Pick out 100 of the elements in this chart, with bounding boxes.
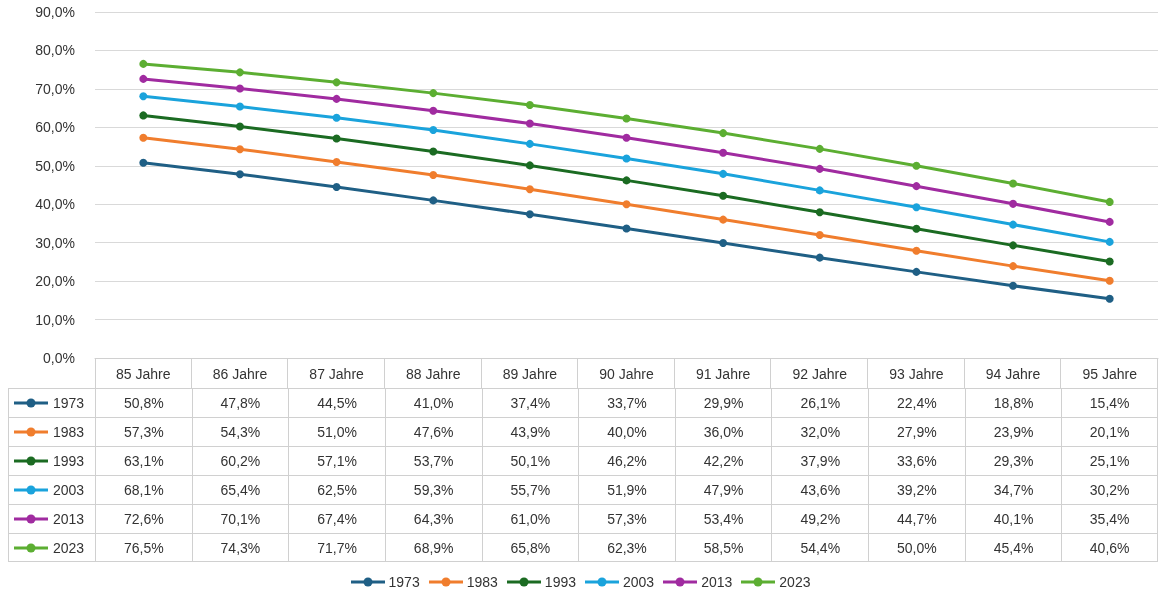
y-tick-label: 0,0% — [43, 350, 75, 366]
data-label: 72,6% — [95, 504, 192, 533]
data-label: 25,1% — [1061, 446, 1158, 475]
point — [1105, 217, 1114, 226]
point — [139, 92, 148, 101]
data-label: 39,2% — [868, 475, 965, 504]
data-label: 18,8% — [964, 388, 1062, 417]
point — [719, 215, 728, 224]
point — [719, 129, 728, 138]
point — [815, 253, 824, 262]
legend-label: 2013 — [53, 511, 85, 527]
point — [1009, 199, 1018, 208]
point — [525, 185, 534, 194]
data-label: 64,3% — [384, 504, 482, 533]
point — [622, 154, 631, 163]
point — [719, 191, 728, 200]
point — [235, 170, 244, 179]
point — [235, 145, 244, 154]
point — [815, 186, 824, 195]
y-tick-label: 40,0% — [35, 196, 75, 213]
data-label: 62,5% — [288, 475, 385, 504]
data-label: 68,9% — [384, 533, 482, 562]
data-label: 26,1% — [771, 388, 869, 417]
data-label: 57,1% — [288, 446, 385, 475]
data-label: 35,4% — [1061, 504, 1158, 533]
data-label: 65,4% — [191, 475, 289, 504]
point — [429, 126, 438, 135]
data-label: 44,5% — [288, 388, 385, 417]
point — [139, 111, 148, 120]
point — [429, 106, 438, 115]
data-label: 23,9% — [964, 417, 1062, 446]
data-label: 65,8% — [481, 533, 579, 562]
point — [719, 169, 728, 178]
data-label: 50,0% — [868, 533, 965, 562]
data-label: 51,9% — [578, 475, 675, 504]
x-tick-label: 94 Jahre — [985, 366, 1041, 382]
text: 1973 — [388, 574, 420, 590]
point — [912, 246, 921, 255]
data-label: 22,4% — [868, 388, 965, 417]
data-label: 68,1% — [95, 475, 192, 504]
x-tick-label: 90 Jahre — [599, 366, 654, 382]
legend-label: 1973 — [53, 395, 85, 411]
y-tick-label: 50,0% — [35, 157, 75, 174]
point — [622, 224, 631, 233]
data-label: 20,1% — [1061, 417, 1158, 446]
point — [332, 78, 341, 87]
point — [139, 133, 148, 142]
point — [719, 239, 728, 248]
x-tick-label: 92 Jahre — [792, 366, 848, 382]
data-label: 33,6% — [868, 446, 965, 475]
data-label: 49,2% — [771, 504, 869, 533]
data-label: 32,0% — [771, 417, 869, 446]
point — [525, 139, 534, 148]
data-label: 58,5% — [674, 533, 772, 562]
point — [912, 267, 921, 276]
y-tick-label: 60,0% — [35, 119, 75, 136]
point — [622, 176, 631, 185]
data-label: 54,4% — [771, 533, 869, 562]
data-label: 43,9% — [481, 417, 579, 446]
point — [1009, 262, 1018, 271]
legend-label: 2023 — [53, 539, 85, 556]
data-label: 51,0% — [288, 417, 385, 446]
data-label: 40,0% — [578, 417, 675, 446]
data-label: 15,4% — [1061, 388, 1158, 417]
x-tick-label: 91 Jahre — [695, 366, 751, 382]
x-tick-label: 86 Jahre — [212, 366, 268, 382]
data-label: 67,4% — [288, 504, 385, 533]
data-label: 63,1% — [95, 446, 192, 475]
point — [429, 89, 438, 98]
point — [815, 208, 824, 217]
point — [1105, 237, 1114, 246]
point — [912, 203, 921, 212]
data-label: 47,8% — [191, 388, 289, 417]
point — [1105, 294, 1114, 303]
point — [235, 122, 244, 131]
x-tick-label: 89 Jahre — [502, 366, 558, 382]
data-label: 30,2% — [1061, 475, 1158, 504]
point — [1105, 197, 1114, 206]
point — [815, 164, 824, 173]
data-label: 57,3% — [95, 417, 192, 446]
point — [912, 161, 921, 170]
point — [1009, 281, 1018, 290]
point — [1009, 241, 1018, 250]
y-tick-label: 20,0% — [35, 273, 75, 290]
data-label: 59,3% — [384, 475, 482, 504]
y-tick-label: 70,0% — [35, 80, 75, 97]
point — [1105, 276, 1114, 285]
point — [332, 182, 341, 191]
point — [235, 84, 244, 93]
x-tick-label: 93 Jahre — [889, 366, 944, 382]
x-tick-label: 95 Jahre — [1082, 366, 1138, 382]
data-label: 43,6% — [771, 475, 869, 504]
data-label: 40,1% — [964, 504, 1062, 533]
data-label: 33,7% — [578, 388, 675, 417]
y-tick-label: 10,0% — [35, 311, 75, 328]
data-label: 29,9% — [674, 388, 772, 417]
data-label: 76,5% — [95, 533, 192, 562]
point — [332, 94, 341, 103]
y-tick-label: 80,0% — [35, 42, 75, 59]
point — [332, 113, 341, 122]
